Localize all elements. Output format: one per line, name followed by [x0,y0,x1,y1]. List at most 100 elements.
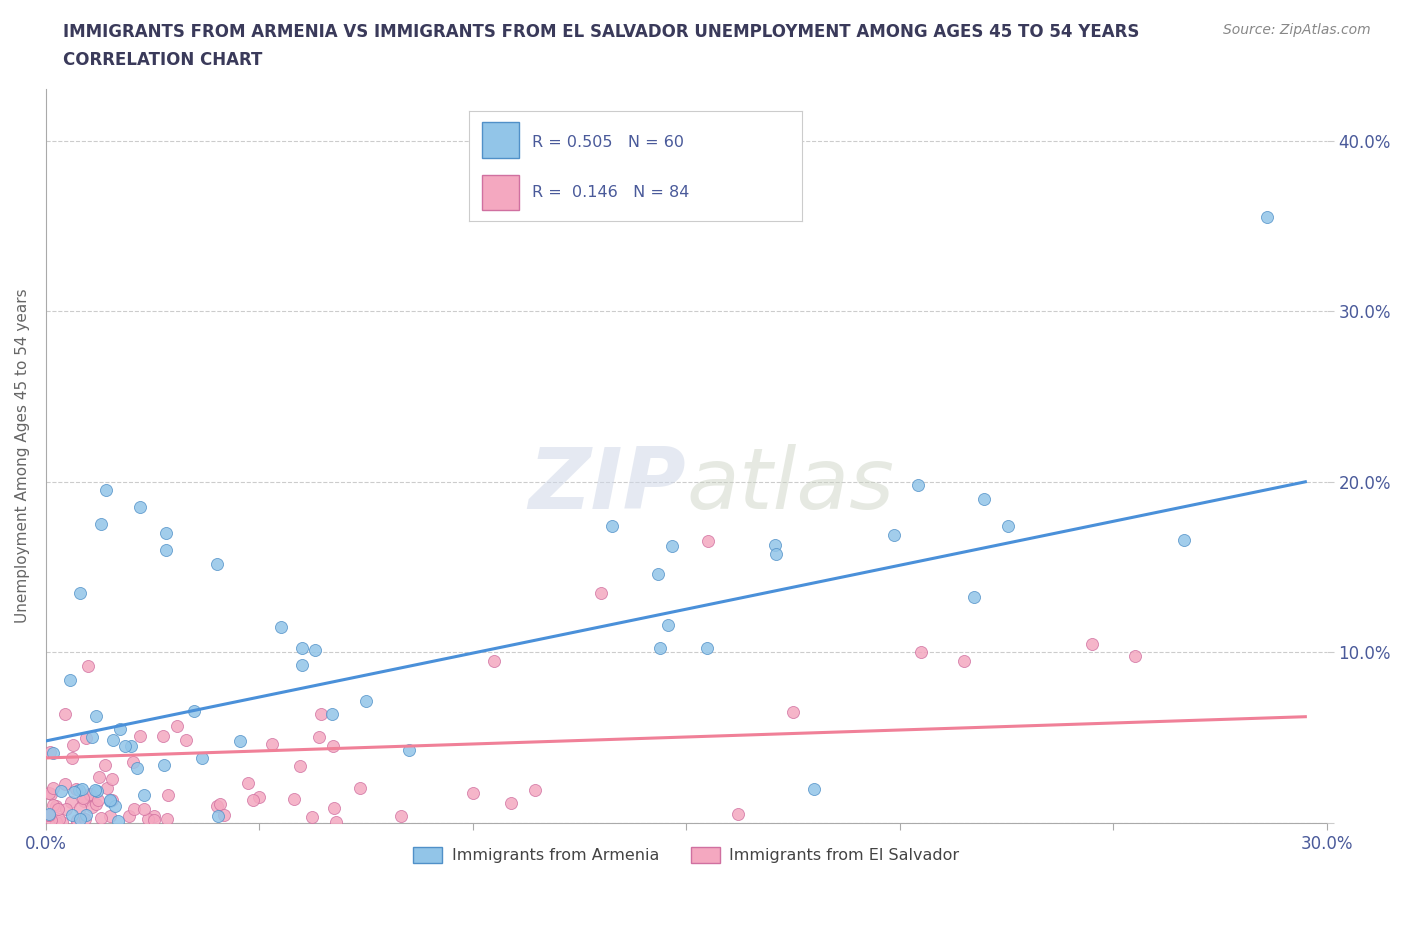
Point [108,721,131,736]
Point [51,815,73,830]
Point [484,653,506,668]
Text: IMMIGRANTS FROM ARMENIA VS IMMIGRANTS FROM EL SALVADOR UNEMPLOYMENT AMONG AGES 4: IMMIGRANTS FROM ARMENIA VS IMMIGRANTS FR… [63,23,1140,41]
Point [461,786,484,801]
Point [122,802,145,817]
Point [89,770,111,785]
Point [205,556,228,571]
Point [48,811,70,826]
Point [38,807,60,822]
Point [84,709,107,724]
Text: CORRELATION CHART: CORRELATION CHART [63,51,263,69]
Point [63,785,86,800]
Point [291,641,314,656]
Point [283,791,305,806]
Point [94,483,117,498]
Point [132,788,155,803]
Point [45,815,67,830]
Point [86,784,108,799]
Point [325,814,347,829]
Point [997,518,1019,533]
Point [803,781,825,796]
Point [1081,636,1104,651]
Point [94,757,117,772]
Point [152,728,174,743]
Point [524,782,547,797]
Point [82,800,104,815]
Point [270,619,292,634]
Point [321,707,343,722]
Point [696,534,718,549]
Text: atlas: atlas [686,444,894,527]
Point [1256,210,1278,225]
Point [75,731,97,746]
Point [308,729,330,744]
Point [59,794,82,809]
Point [647,566,669,581]
Point [208,797,231,812]
Point [75,807,97,822]
Point [82,730,104,745]
Point [39,787,62,802]
Point [53,707,76,722]
Point [183,704,205,719]
Point [153,758,176,773]
Point [262,737,284,751]
Point [907,477,929,492]
Point [42,798,65,813]
Point [37,808,59,823]
Text: ZIP: ZIP [529,444,686,527]
Point [66,813,89,828]
Point [499,796,522,811]
Point [963,590,986,604]
Point [86,829,108,844]
Point [100,808,122,823]
Point [46,801,69,816]
Point [60,751,83,765]
Point [55,802,77,817]
Point [118,808,141,823]
Point [212,808,235,823]
Point [309,707,332,722]
Point [101,793,124,808]
Point [59,672,82,687]
Point [155,542,177,557]
Point [96,780,118,795]
Point [349,780,371,795]
Point [648,641,671,656]
Point [763,538,786,552]
Point [51,784,73,799]
Point [73,811,96,826]
Point [1173,533,1195,548]
Point [125,761,148,776]
Point [69,585,91,600]
Point [207,808,229,823]
Point [143,808,166,823]
Point [104,799,127,814]
Y-axis label: Unemployment Among Ages 45 to 54 years: Unemployment Among Ages 45 to 54 years [15,289,30,623]
Point [142,813,165,828]
Point [73,793,96,808]
Point [69,812,91,827]
Point [238,776,260,790]
Point [301,810,323,825]
Point [39,812,62,827]
Point [44,824,66,839]
Point [291,658,314,672]
Point [128,499,150,514]
Point [242,792,264,807]
Point [973,492,995,507]
Point [66,816,89,830]
Point [79,786,101,801]
Point [90,811,112,826]
Point [1123,648,1146,663]
Point [114,738,136,753]
Point [77,658,100,673]
Point [69,801,91,816]
Point [782,705,804,720]
Point [134,802,156,817]
Point [45,799,67,814]
Point [48,824,70,839]
Point [191,751,214,765]
Point [207,799,229,814]
Point [883,527,905,542]
